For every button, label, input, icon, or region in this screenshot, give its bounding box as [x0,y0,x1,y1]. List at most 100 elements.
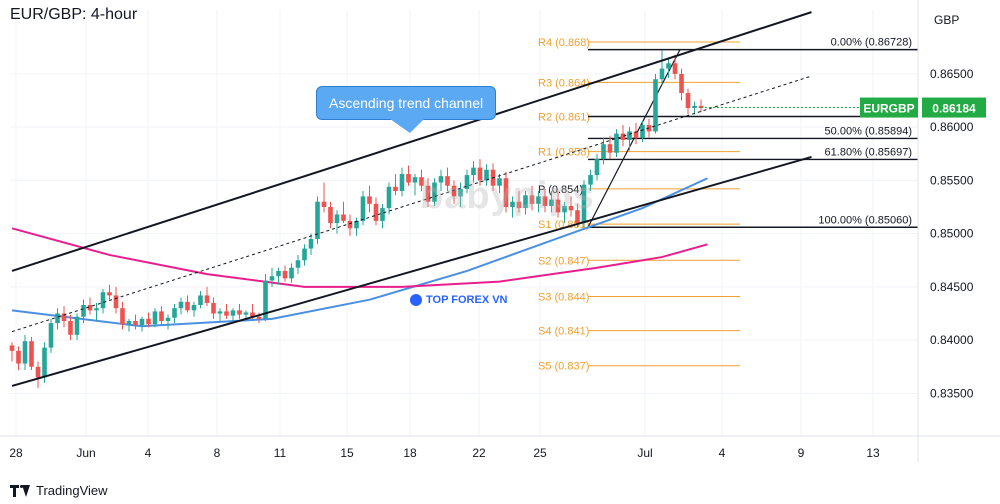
candle-body [529,195,535,204]
tradingview-brand-label: TradingView [36,483,108,498]
y-tick-label: 0.84500 [930,280,974,294]
candle-body [308,238,314,249]
x-tick-label: 4 [145,446,152,460]
candle-body [471,167,476,176]
trend-channel-callout: Ascending trend channel [316,86,497,120]
pivot-label: R3 (0.864) [538,77,590,89]
candle-body [679,73,684,94]
candle-body [549,199,554,206]
candle-body [74,316,80,335]
candle-body [633,131,639,138]
candle-body [562,205,567,213]
candle-body [458,188,463,197]
candle-body [419,177,424,186]
symbol-tag-bg [860,97,918,118]
candle-body [191,305,197,311]
candle-body [373,203,379,221]
candle-body [477,167,483,181]
candle-body [685,93,691,108]
candle-body [48,323,54,348]
candle-body [295,260,301,268]
candle-body [341,214,346,221]
tradingview-brand[interactable]: TradingView [10,483,108,498]
candle-body [217,311,223,314]
candle-body [321,201,327,208]
y-tick-label: 0.83500 [930,386,974,400]
candle-body [484,169,489,181]
fib-swing-line [587,49,681,228]
candle-body [575,210,580,223]
candle-body [55,313,60,324]
babypips-watermark: babypips [420,175,595,217]
candle-body [250,312,255,317]
candle-body [536,196,541,204]
y-tick-label: 0.85000 [930,227,974,241]
x-tick-label: 22 [472,446,486,460]
candle-body [503,178,509,208]
candle-body [692,105,697,108]
channel-mid-line [11,75,812,333]
candle-body [497,178,502,186]
candlesticks [9,50,704,389]
candle-body [256,316,262,319]
pivot-label: S3 (0.844) [538,291,589,303]
candle-body [133,320,138,326]
candle-body [224,311,229,316]
candle-body [464,175,470,189]
candle-body [555,199,561,213]
pivot-label: R1 (0.858) [538,147,590,159]
time-axis[interactable]: 28 Jun 4 8 11 15 18 22 25 Jul 4 9 13 [0,435,1000,460]
candle-body [659,68,665,80]
candle-body [185,301,190,311]
x-tick-label: 18 [403,446,417,460]
candle-body [276,270,281,277]
x-tick-label: 28 [9,446,23,460]
x-tick-label: Jul [637,446,652,460]
y-tick-label: 0.85500 [930,173,974,187]
channel-upper-line [11,11,812,272]
candle-body [399,174,405,192]
candle-body [386,186,392,209]
candle-body [380,208,385,221]
trend-channel [11,11,812,387]
ma-slow-line [11,227,708,288]
candle-body [425,185,431,202]
candle-body [172,308,177,318]
candle-body [315,201,320,239]
candle-body [282,270,288,279]
candle-body [393,186,398,192]
x-tick-label: 25 [533,446,547,460]
candle-body [94,308,99,311]
fib-label: 0.00% (0.86728) [831,37,912,49]
symbol-tag-label: EURGBP [863,102,914,116]
candle-body [237,310,242,315]
candle-body [100,292,106,309]
candle-body [68,320,73,335]
candle-body [81,305,86,317]
x-tick-label: 4 [719,446,726,460]
x-tick-label: 11 [274,446,287,460]
candle-body [367,196,372,204]
candle-body [601,144,606,160]
price-axis[interactable]: 0.86500 0.86000 0.85500 0.85000 0.84500 0.840… [701,0,986,462]
candle-body [263,280,268,319]
topforex-watermark-text: TOP FOREX VN [426,294,508,306]
fib-label: 61.80% (0.85697) [825,146,912,158]
candle-body [302,248,307,261]
candle-body [360,196,366,221]
fib-label: 100.00% (0.85060) [818,214,912,226]
candle-body [653,79,658,132]
candle-body [354,220,359,229]
candle-body [29,341,34,367]
pivot-label: P (0.854) [538,184,583,196]
candle-body [568,205,574,211]
last-price-tag-bg [922,97,986,118]
candle-body [451,185,457,197]
candle-body [165,317,171,321]
candle-body [230,310,236,316]
pivot-label: R2 (0.861) [538,112,590,124]
candle-body [523,195,528,209]
topforex-logo-icon [410,294,422,306]
pivot-label: S5 (0.837) [538,361,589,373]
